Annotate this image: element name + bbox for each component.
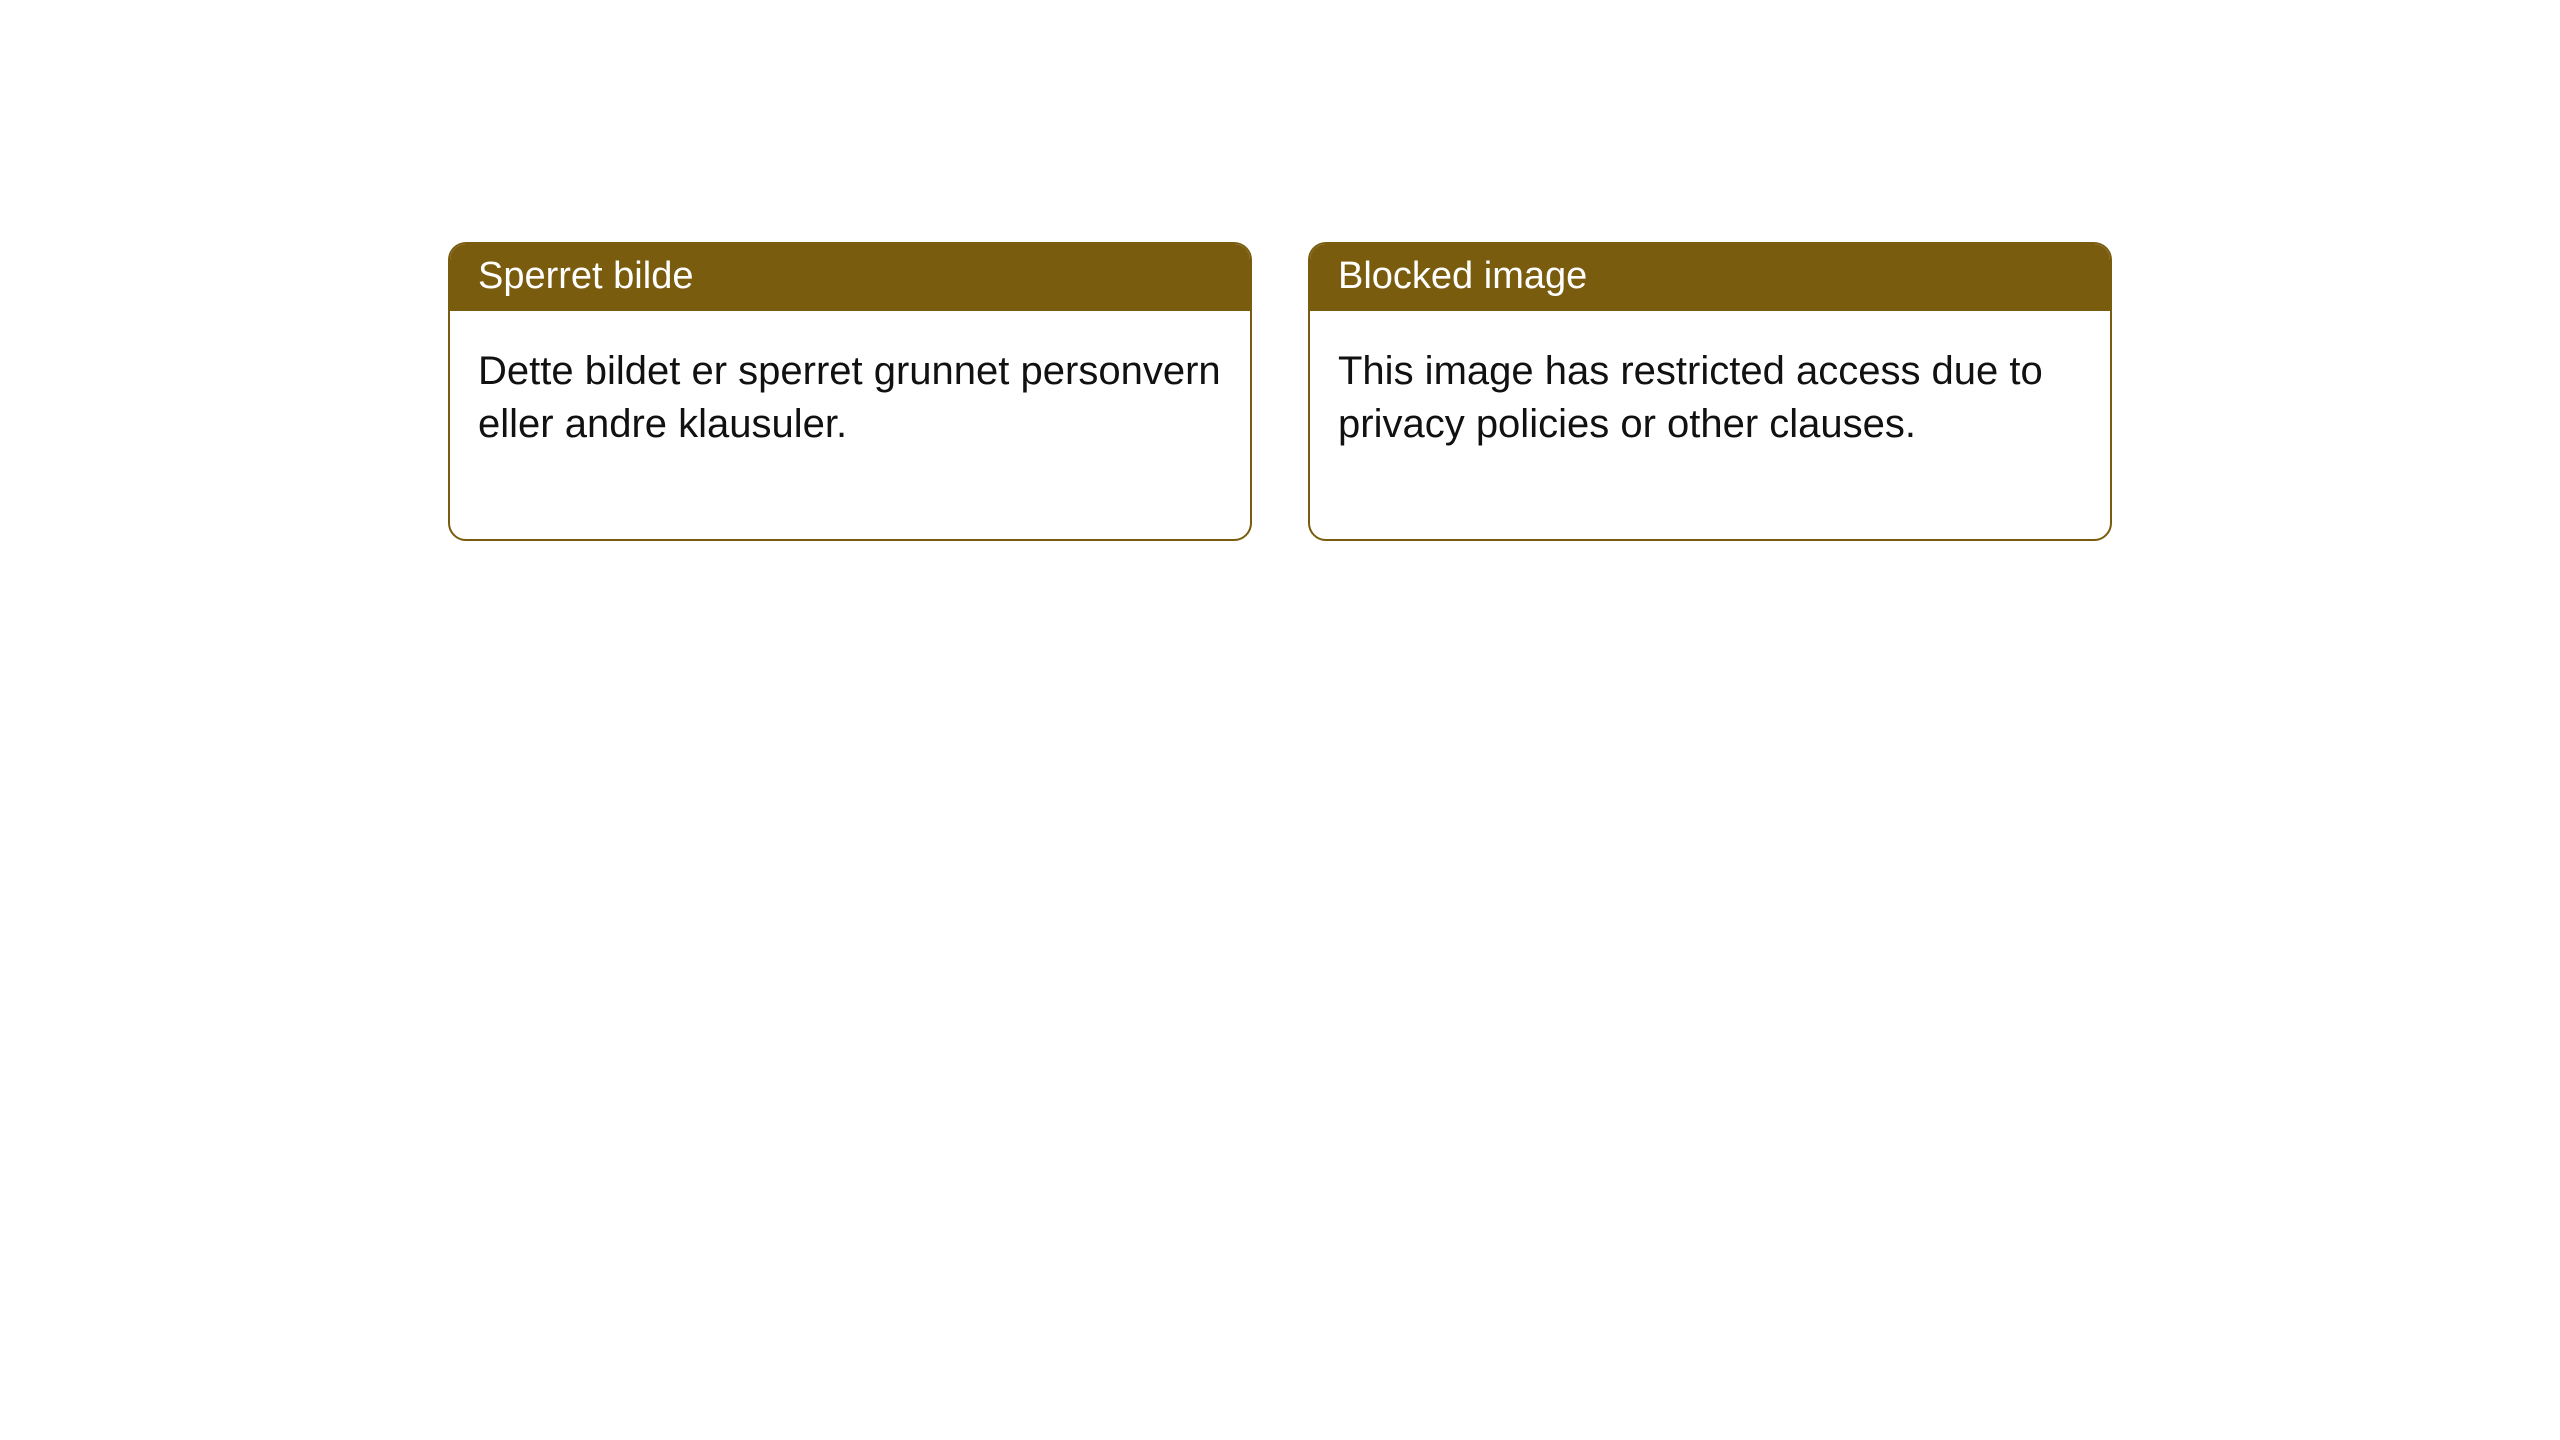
notice-card-norwegian: Sperret bilde Dette bildet er sperret gr… [448,242,1252,541]
notice-card-english: Blocked image This image has restricted … [1308,242,2112,541]
notice-title-norwegian: Sperret bilde [450,244,1250,311]
notice-container: Sperret bilde Dette bildet er sperret gr… [448,242,2560,541]
notice-body-english: This image has restricted access due to … [1310,311,2110,539]
notice-title-english: Blocked image [1310,244,2110,311]
notice-body-norwegian: Dette bildet er sperret grunnet personve… [450,311,1250,539]
